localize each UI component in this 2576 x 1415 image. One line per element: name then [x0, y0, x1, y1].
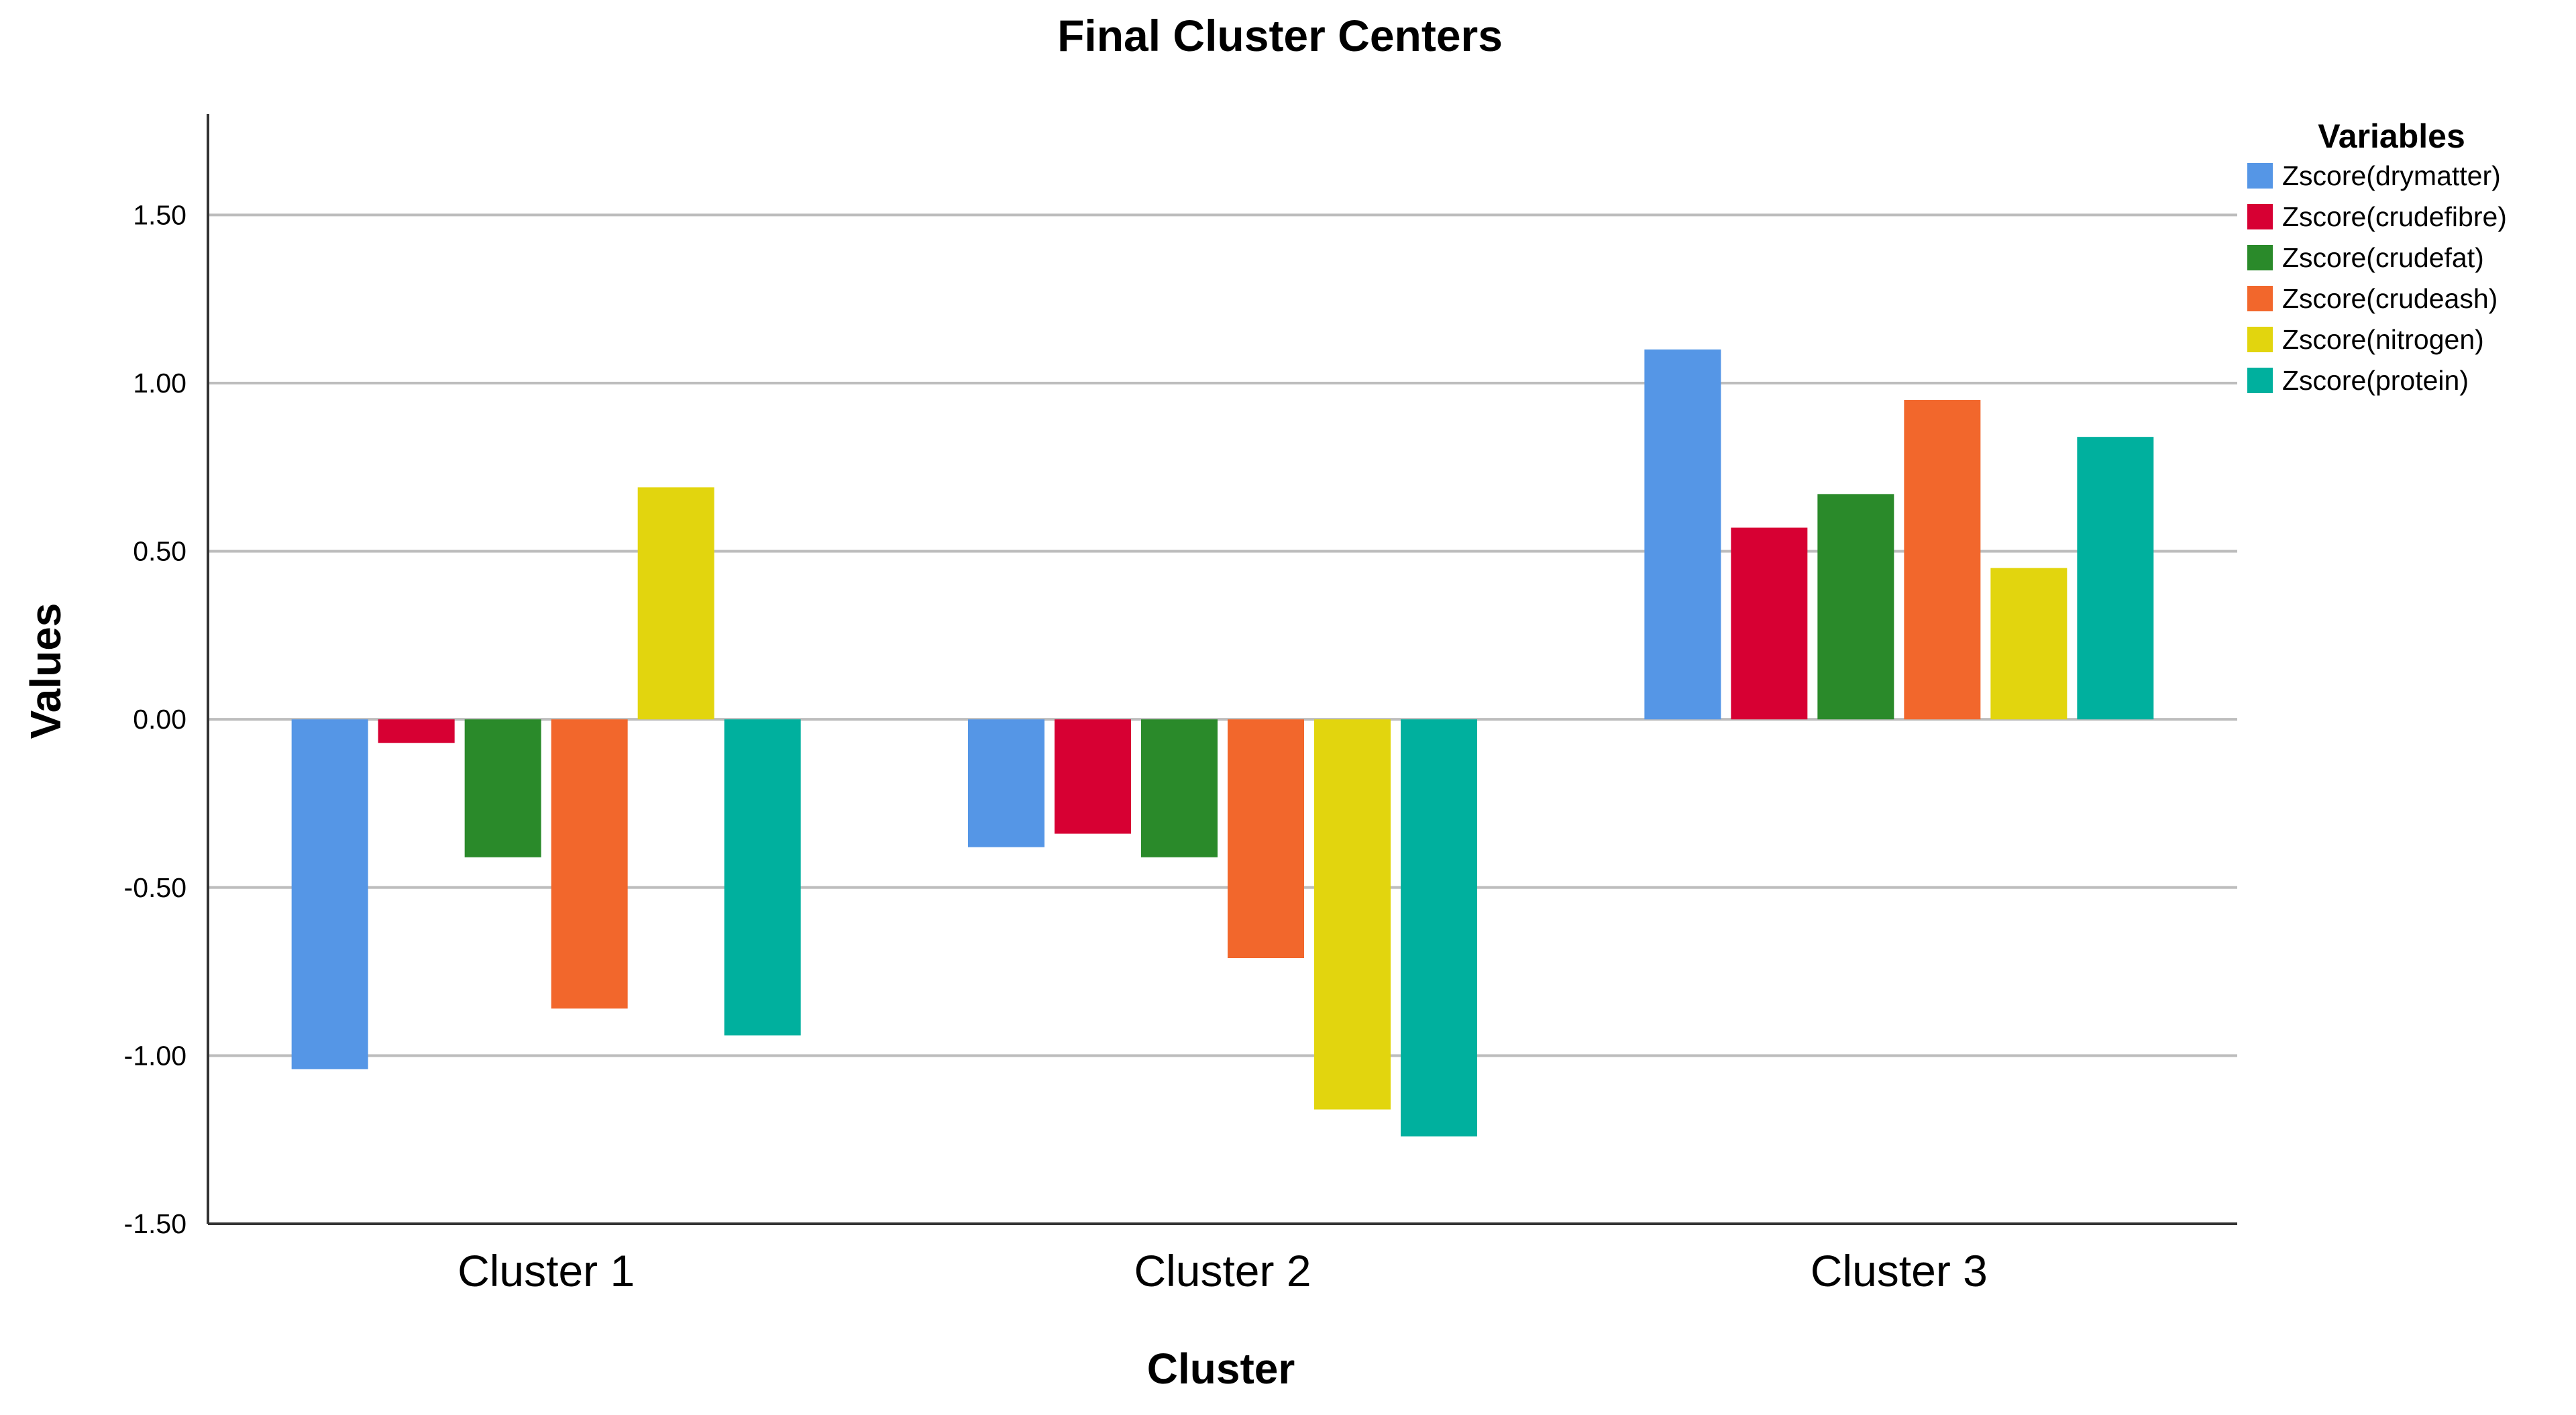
y-tick-label: -0.50 [124, 872, 186, 903]
bar-cluster-3-series-6 [2077, 437, 2154, 720]
axes [207, 114, 2237, 1225]
legend-label: Zscore(drymatter) [2282, 160, 2501, 191]
y-tick-labels: -1.50 -1.00 -0.50 0.00 0.50 1.00 1.50 [124, 199, 186, 1239]
bar-cluster-2-series-6 [1401, 719, 1477, 1137]
gridlines [208, 213, 2237, 1057]
legend-swatch [2247, 204, 2273, 229]
y-tick-label: 0.50 [133, 536, 186, 567]
legend: Variables Zscore(drymatter) Zscore(crudef… [2247, 117, 2507, 396]
bar-cluster-2-series-1 [968, 719, 1044, 847]
legend-label: Zscore(nitrogen) [2282, 324, 2484, 355]
bar-cluster-3-series-4 [1904, 400, 1981, 720]
legend-swatch [2247, 245, 2273, 270]
bar-cluster-1-series-5 [637, 487, 714, 720]
legend-swatch [2247, 286, 2273, 311]
legend-title: Variables [2318, 117, 2465, 155]
bar-cluster-2-series-2 [1055, 719, 1131, 834]
x-tick-label: Cluster 1 [458, 1246, 635, 1296]
y-tick-label: 1.00 [133, 368, 186, 399]
bar-cluster-3-series-3 [1817, 494, 1894, 720]
legend-swatch [2247, 368, 2273, 393]
y-tick-label: 1.50 [133, 199, 186, 230]
bar-cluster-1-series-3 [464, 719, 541, 857]
chart-title: Final Cluster Centers [1057, 11, 1503, 60]
bar-cluster-1-series-2 [378, 719, 455, 743]
legend-label: Zscore(crudefibre) [2282, 201, 2507, 232]
y-tick-label: 0.00 [133, 704, 186, 735]
bars [291, 349, 2154, 1137]
legend-label: Zscore(crudefat) [2282, 242, 2484, 273]
bar-cluster-3-series-5 [1990, 568, 2068, 720]
bar-cluster-1-series-4 [551, 719, 628, 1009]
x-tick-labels: Cluster 1 Cluster 2 Cluster 3 [458, 1246, 1988, 1296]
bar-cluster-3-series-1 [1644, 349, 1721, 720]
y-tick-label: -1.00 [124, 1040, 186, 1071]
bar-cluster-3-series-2 [1731, 527, 1808, 720]
x-tick-label: Cluster 3 [1811, 1246, 1988, 1296]
y-tick-label: -1.50 [124, 1208, 186, 1239]
x-axis-title: Cluster [1147, 1345, 1295, 1393]
bar-cluster-2-series-4 [1228, 719, 1304, 959]
legend-swatch [2247, 327, 2273, 352]
legend-label: Zscore(protein) [2282, 365, 2469, 396]
x-tick-label: Cluster 2 [1134, 1246, 1311, 1296]
bar-cluster-2-series-3 [1141, 719, 1218, 857]
bar-cluster-2-series-5 [1314, 719, 1391, 1110]
bar-cluster-1-series-6 [724, 719, 801, 1036]
legend-swatch [2247, 163, 2273, 189]
bar-cluster-1-series-1 [291, 719, 368, 1069]
legend-label: Zscore(crudeash) [2282, 283, 2498, 314]
y-axis-title: Values [21, 603, 70, 739]
